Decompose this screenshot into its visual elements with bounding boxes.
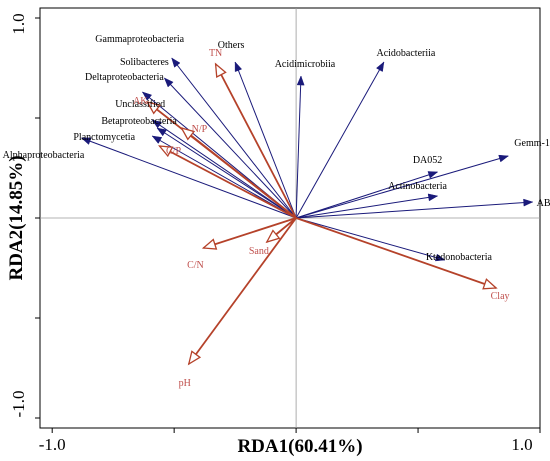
species-arrow-line (164, 77, 297, 219)
species-label: Solibacteres (120, 57, 169, 68)
species-arrow-line (234, 61, 297, 219)
species-label: Deltaproteobacteria (85, 72, 164, 83)
species-arrow-line (296, 201, 533, 219)
reference-lines (40, 8, 540, 428)
env-arrow-head (482, 278, 498, 290)
env-arrow-head (158, 145, 174, 158)
env-arrow-line (214, 63, 297, 219)
species-arrow-line (296, 195, 438, 219)
species-label: Acidimicrobiia (275, 59, 336, 70)
species-arrow-line (295, 75, 302, 219)
env-label: AK (133, 96, 148, 107)
env-label: Sand (249, 246, 269, 257)
species-arrow-line (151, 119, 297, 219)
species-arrow-head (523, 198, 534, 207)
axis-ticks: -1.0 1.0 1.0 -1.0 (9, 13, 541, 454)
species-arrow-head (434, 253, 446, 262)
env-arrow-head (180, 126, 196, 141)
species-arrow-head (427, 171, 439, 179)
arrow-labels: Gammaproteobacteria Others Solibacteres Del… (3, 34, 550, 389)
species-arrow-head (151, 135, 163, 144)
species-label: Planctomycetia (73, 132, 135, 143)
species-label: Alphaproteobacteria (3, 150, 85, 161)
x-tick-label: 1.0 (511, 435, 532, 454)
env-arrow-line (295, 217, 497, 289)
species-arrow-line (81, 137, 297, 219)
species-label: Ktedonobacteria (426, 252, 493, 263)
env-arrow-head (214, 62, 227, 78)
species-label: Gammaproteobacteria (95, 34, 184, 45)
species-arrow-line (295, 155, 509, 219)
env-arrow-head (145, 100, 161, 115)
env-arrow-line (159, 145, 297, 219)
species-label: Betaproteobacteria (101, 116, 177, 127)
x-tick-label: -1.0 (39, 435, 66, 454)
species-arrow-head (156, 127, 167, 137)
species-arrow-head (296, 75, 305, 86)
species-arrow-head (375, 61, 385, 72)
species-arrow-head (171, 57, 181, 68)
env-label: C/N (187, 260, 204, 271)
species-arrow-line (171, 57, 297, 219)
species-arrow-line (295, 171, 438, 219)
env-arrow-head (265, 229, 281, 244)
species-label: DA052 (413, 155, 442, 166)
env-arrow-line (203, 217, 297, 249)
species-arrow-head (163, 77, 174, 88)
env-label: TN (209, 48, 222, 59)
species-arrow-head (80, 137, 92, 145)
species-label: Others (218, 40, 245, 51)
species-arrow-head (234, 61, 243, 73)
env-label: pH (179, 378, 191, 389)
species-arrow-head (141, 91, 153, 101)
environment-arrows (145, 62, 498, 366)
species-label: Acidobacteriia (376, 48, 435, 59)
species-arrow-line (156, 127, 297, 219)
env-label: C/P (166, 146, 181, 157)
species-arrow-head (498, 154, 509, 163)
env-arrow-line (180, 127, 297, 219)
species-arrows (80, 57, 534, 262)
x-axis-label: RDA1(60.41%) (237, 436, 362, 457)
species-arrow-line (295, 217, 446, 261)
species-label: Actinobacteria (388, 181, 447, 192)
env-arrow-head (201, 238, 218, 250)
species-arrow-head (151, 119, 163, 129)
species-label: Gemm-1 (514, 138, 550, 149)
species-arrow-line (151, 135, 297, 219)
env-label: N/P (192, 124, 208, 135)
species-arrow-line (295, 61, 385, 219)
species-label: Unclassified (115, 99, 165, 110)
y-axis-label: RDA2(14.85%) (6, 155, 27, 280)
species-arrow-head (427, 193, 439, 202)
env-arrow-head (187, 350, 202, 366)
y-tick-label: -1.0 (9, 391, 28, 418)
env-arrow-line (188, 217, 297, 365)
y-tick-label: 1.0 (9, 13, 28, 34)
species-label: ABS-6 (537, 198, 550, 209)
env-label: Clay (491, 291, 510, 302)
